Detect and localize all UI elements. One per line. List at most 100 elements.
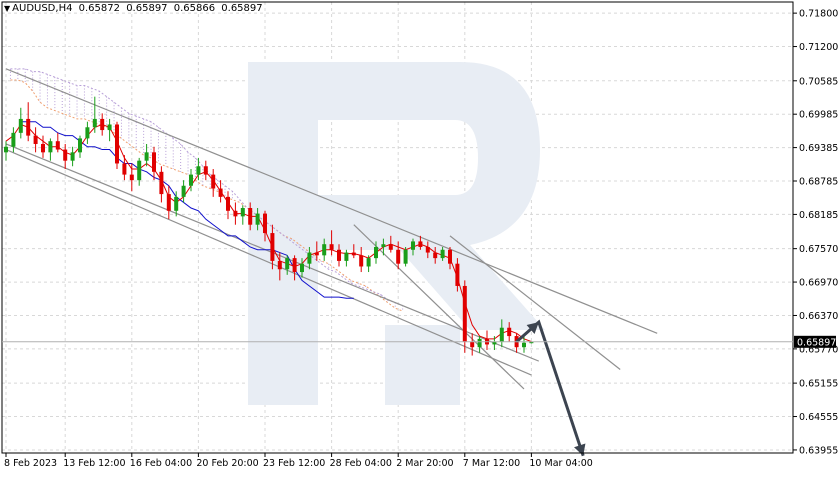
time-axis[interactable]: 8 Feb 2023 13 Feb 12:00 16 Feb 04:00 20 Feb… [4, 453, 593, 469]
x-tick-label: 7 Mar 12:00 [463, 458, 520, 469]
x-tick-label: 20 Feb 20:00 [196, 458, 258, 469]
candle-body[interactable] [492, 341, 497, 345]
candle-body[interactable] [63, 149, 68, 161]
candle-body[interactable] [277, 260, 282, 270]
candle-body[interactable] [255, 213, 260, 225]
candle-body[interactable] [366, 258, 371, 267]
price-axis[interactable]: 0.71800 0.71200 0.70585 0.69985 0.69385 0.687… [793, 9, 838, 457]
candle-body[interactable] [403, 249, 408, 264]
candle-body[interactable] [181, 185, 186, 197]
candle-body[interactable] [4, 146, 8, 153]
candle-body[interactable] [48, 141, 53, 153]
candle-body[interactable] [263, 213, 267, 234]
current-price-box [794, 335, 836, 348]
candle-body[interactable] [203, 166, 208, 175]
candle-body[interactable] [425, 246, 430, 253]
candle-body[interactable] [144, 152, 149, 161]
candle-body[interactable] [314, 252, 319, 256]
candle-body[interactable] [470, 341, 475, 348]
candle-body[interactable] [374, 246, 378, 259]
candle-body[interactable] [455, 263, 460, 286]
y-tick-label: 0.68785 [799, 177, 838, 188]
candle-body[interactable] [226, 196, 230, 211]
candle-body[interactable] [92, 118, 97, 128]
candle-body[interactable] [152, 152, 156, 172]
candle-body[interactable] [137, 160, 142, 181]
candle-body[interactable] [55, 141, 60, 150]
channel-line[interactable] [5, 68, 658, 334]
candle-body[interactable] [448, 249, 452, 264]
channel-line[interactable] [5, 148, 532, 376]
candle-body[interactable] [462, 285, 467, 342]
candle-body[interactable] [270, 233, 275, 261]
candle-body[interactable] [396, 249, 401, 264]
candle-body[interactable] [211, 174, 216, 189]
senkou-span-b [10, 68, 403, 306]
candle-body[interactable] [100, 118, 105, 131]
candle-body[interactable] [411, 241, 415, 250]
y-tick-label: 0.66370 [799, 311, 838, 322]
channel-line[interactable] [449, 235, 621, 370]
x-tick-label: 13 Feb 12:00 [63, 458, 125, 469]
candle-body[interactable] [33, 135, 38, 144]
candle-body[interactable] [329, 244, 334, 250]
candle-body[interactable] [499, 327, 504, 342]
current-price-label: 0.65897 [797, 337, 836, 348]
y-tick-label: 0.71800 [799, 9, 838, 20]
candle-body[interactable] [507, 327, 512, 337]
candle-body[interactable] [418, 241, 423, 247]
candle-body[interactable] [159, 171, 164, 195]
candle-body[interactable] [115, 124, 119, 164]
y-tick-label: 0.68185 [799, 210, 838, 221]
y-tick-label: 0.69385 [799, 143, 838, 154]
candle-body[interactable] [107, 124, 112, 131]
candle-body[interactable] [433, 252, 438, 259]
current-price-marker: 0.65897 [2, 335, 836, 348]
candle-body[interactable] [322, 244, 327, 256]
logo-block [385, 325, 460, 405]
x-tick-label: 8 Feb 2023 [4, 458, 57, 469]
candle-body[interactable] [85, 127, 90, 139]
candle-body[interactable] [292, 258, 297, 273]
candle-body[interactable] [174, 196, 179, 211]
candle-body[interactable] [218, 188, 223, 197]
channel-line[interactable] [353, 224, 525, 390]
candle-body[interactable] [522, 342, 526, 348]
y-tick-label: 0.66970 [799, 278, 838, 289]
candle-body[interactable] [381, 244, 386, 247]
candle-body[interactable] [388, 244, 393, 250]
candle-body[interactable] [300, 263, 304, 273]
candle-body[interactable] [70, 152, 75, 161]
candle-body[interactable] [344, 252, 349, 261]
dropdown-triangle-icon[interactable]: ▼ [4, 4, 11, 13]
candle-body[interactable] [26, 118, 31, 136]
candle-body[interactable] [248, 208, 253, 225]
candle-body[interactable] [240, 208, 245, 217]
y-tick-label: 0.67570 [799, 244, 838, 255]
candle-body[interactable] [337, 249, 341, 261]
candle-body[interactable] [307, 252, 312, 264]
candle-body[interactable] [359, 255, 364, 267]
candle-body[interactable] [233, 210, 238, 217]
candle-body[interactable] [11, 132, 16, 147]
x-tick-label: 2 Mar 20:00 [396, 458, 453, 469]
candle-body[interactable] [189, 174, 193, 186]
candle-body[interactable] [440, 249, 445, 259]
candle-body[interactable] [18, 118, 23, 133]
candle-body[interactable] [78, 138, 82, 153]
candle-body[interactable] [122, 163, 127, 175]
candle-body[interactable] [477, 338, 482, 348]
candle-body[interactable] [166, 194, 171, 211]
y-tick-label: 0.70585 [799, 76, 838, 87]
candle-body[interactable] [129, 174, 134, 181]
candle-body[interactable] [41, 143, 45, 153]
candle-body[interactable] [196, 166, 201, 175]
arrow-up-head-icon [526, 322, 539, 334]
candle-body[interactable] [529, 341, 534, 344]
x-tick-label: 28 Feb 04:00 [330, 458, 392, 469]
candle-body[interactable] [285, 258, 290, 270]
candle-body[interactable] [351, 252, 356, 256]
candles[interactable] [4, 96, 534, 356]
